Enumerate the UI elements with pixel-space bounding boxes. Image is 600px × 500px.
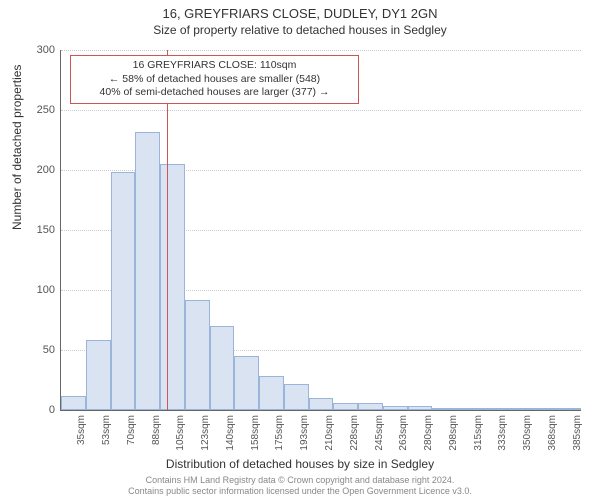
y-tick-label: 250 xyxy=(25,104,55,116)
x-tick-label: 280sqm xyxy=(423,415,434,451)
bar xyxy=(556,408,581,410)
y-tick-label: 200 xyxy=(25,164,55,176)
y-axis-label: Number of detached properties xyxy=(10,65,24,230)
x-tick-label: 158sqm xyxy=(250,415,261,451)
x-tick-label: 245sqm xyxy=(374,415,385,451)
annotation-line: ← 58% of detached houses are smaller (54… xyxy=(77,73,352,87)
bar xyxy=(507,408,532,410)
bar xyxy=(135,132,160,410)
x-tick-label: 315sqm xyxy=(473,415,484,451)
grid-line xyxy=(61,50,581,51)
bar xyxy=(383,406,408,410)
x-tick-label: 88sqm xyxy=(151,415,162,445)
y-tick-label: 100 xyxy=(25,284,55,296)
y-tick-label: 150 xyxy=(25,224,55,236)
bar xyxy=(432,408,457,410)
chart: 05010015020025030035sqm53sqm70sqm88sqm10… xyxy=(60,50,580,410)
bar xyxy=(86,340,111,410)
plot-area: 05010015020025030035sqm53sqm70sqm88sqm10… xyxy=(60,50,581,411)
y-tick-label: 300 xyxy=(25,44,55,56)
footer-line-2: Contains public sector information licen… xyxy=(0,486,600,497)
bar xyxy=(210,326,235,410)
page-subtitle: Size of property relative to detached ho… xyxy=(0,21,600,37)
bar xyxy=(61,396,86,410)
x-tick-label: 140sqm xyxy=(225,415,236,451)
y-tick-label: 0 xyxy=(25,404,55,416)
x-tick-label: 228sqm xyxy=(349,415,360,451)
grid-line xyxy=(61,110,581,111)
x-tick-label: 298sqm xyxy=(448,415,459,451)
x-tick-label: 123sqm xyxy=(200,415,211,451)
bar xyxy=(309,398,334,410)
annotation-line: 40% of semi-detached houses are larger (… xyxy=(77,86,352,100)
x-tick-label: 368sqm xyxy=(547,415,558,451)
footer-line-1: Contains HM Land Registry data © Crown c… xyxy=(0,475,600,486)
x-tick-label: 263sqm xyxy=(398,415,409,451)
annotation-box: 16 GREYFRIARS CLOSE: 110sqm← 58% of deta… xyxy=(70,55,359,104)
bar xyxy=(531,408,556,410)
bar xyxy=(259,376,284,410)
x-tick-label: 53sqm xyxy=(101,415,112,445)
x-tick-label: 193sqm xyxy=(299,415,310,451)
bar xyxy=(457,408,482,410)
x-tick-label: 350sqm xyxy=(522,415,533,451)
bar xyxy=(160,164,185,410)
y-tick-label: 50 xyxy=(25,344,55,356)
bar xyxy=(185,300,210,410)
x-tick-label: 333sqm xyxy=(497,415,508,451)
x-tick-label: 105sqm xyxy=(175,415,186,451)
bar xyxy=(234,356,259,410)
bar xyxy=(408,406,433,410)
bar xyxy=(333,403,358,410)
bar xyxy=(482,408,507,410)
x-axis-label: Distribution of detached houses by size … xyxy=(0,457,600,471)
annotation-line: 16 GREYFRIARS CLOSE: 110sqm xyxy=(77,59,352,73)
x-tick-label: 175sqm xyxy=(274,415,285,451)
page-title: 16, GREYFRIARS CLOSE, DUDLEY, DY1 2GN xyxy=(0,0,600,21)
bar xyxy=(111,172,136,410)
x-tick-label: 385sqm xyxy=(572,415,583,451)
bar xyxy=(284,384,309,410)
footer: Contains HM Land Registry data © Crown c… xyxy=(0,475,600,497)
x-tick-label: 210sqm xyxy=(324,415,335,451)
bar xyxy=(358,403,383,410)
x-tick-label: 70sqm xyxy=(126,415,137,445)
reference-line xyxy=(167,50,168,410)
x-tick-label: 35sqm xyxy=(76,415,87,445)
